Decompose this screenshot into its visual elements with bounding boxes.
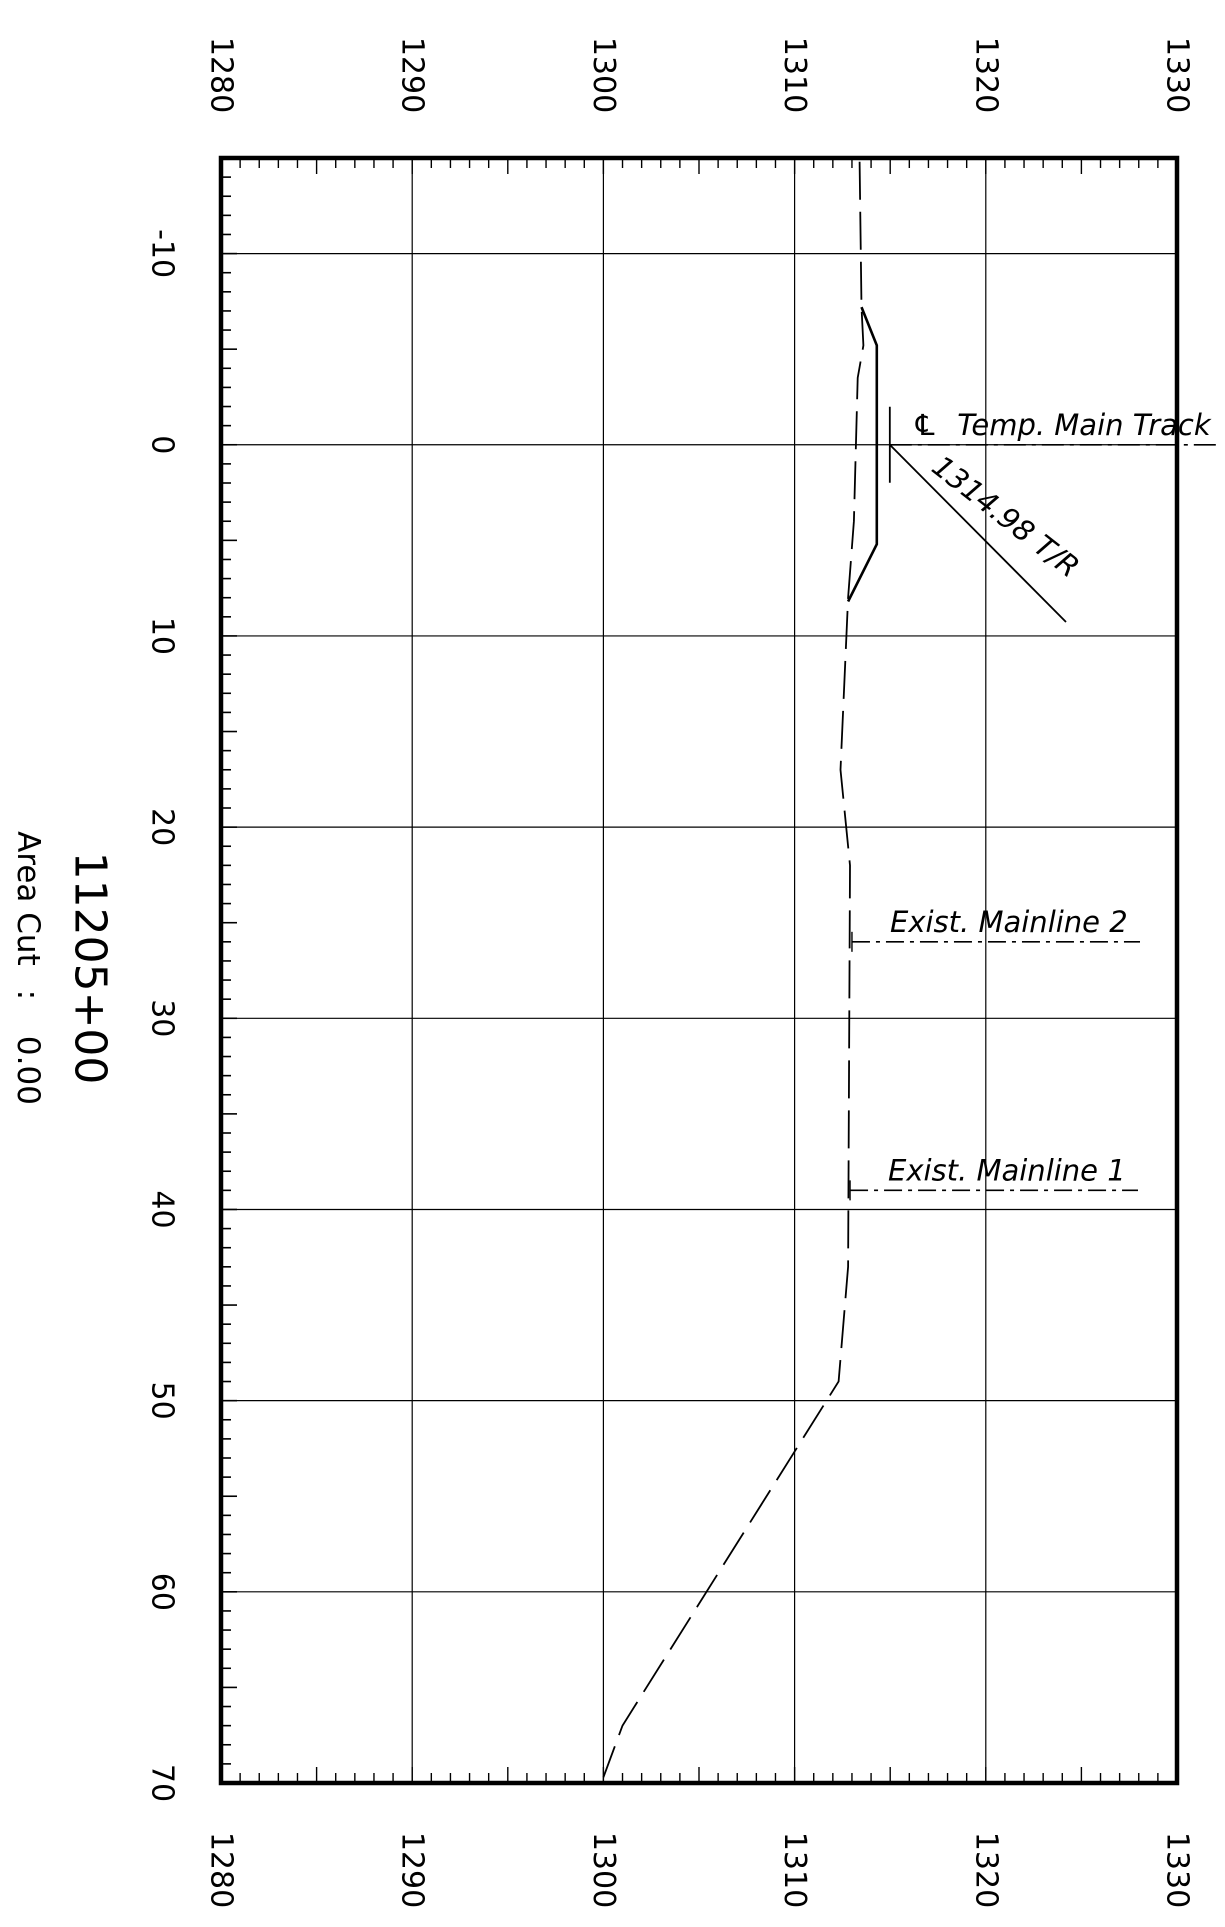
elevation-tick-label-top: 1310 [777, 37, 812, 113]
annotation-leaders [849, 406, 1217, 1201]
offset-tick-label: 20 [145, 808, 180, 846]
proposed-subgrade-line [846, 306, 879, 603]
elevation-tick-label-bottom: 1280 [204, 1832, 239, 1908]
offset-tick-label: 10 [145, 617, 180, 655]
elevation-tick-label-bottom: 1320 [968, 1832, 1003, 1908]
area-cut-label: Area Cut : 0.00 [10, 831, 46, 1105]
elevation-tick-label-bottom: 1310 [777, 1832, 812, 1908]
station-title: 11205+00 [65, 852, 116, 1085]
elevation-tick-label-top: 1280 [204, 37, 239, 113]
offset-tick-label: -10 [144, 229, 179, 278]
offset-tick-label: 70 [145, 1764, 180, 1802]
elevation-tick-label-top: 1290 [395, 37, 430, 113]
elevation-tick-label-top: 1320 [968, 37, 1003, 113]
centerline-symbol: ℄ [912, 408, 938, 442]
existing-ground-line [602, 161, 865, 1778]
grid [221, 158, 1177, 1783]
offset-tick-label: 50 [145, 1382, 180, 1420]
centerline-label: ℄ Temp. Main Track [912, 408, 1212, 442]
area-cut-sep: : [10, 990, 46, 1000]
offset-tick-label: 40 [145, 1190, 180, 1228]
mainline-1-label: Exist. Mainline 1 [888, 1153, 1126, 1187]
elevation-bottom-labels: 1280 1290 1300 1310 1320 1330 [204, 1832, 1195, 1908]
plot-frame [218, 155, 1180, 1786]
offset-tick-label: 30 [144, 999, 179, 1037]
offset-tick-label: 0 [145, 435, 180, 454]
centerline-text: Temp. Main Track [957, 408, 1212, 442]
elevation-tick-label-bottom: 1300 [586, 1832, 621, 1908]
top-of-rail-label: 1314.98 T/R [926, 449, 1086, 585]
offset-labels: -10 0 10 20 30 40 50 60 70 [144, 229, 179, 1802]
area-cut-text: Area Cut [10, 831, 46, 966]
offset-tick-label: 60 [145, 1573, 180, 1611]
elevation-tick-label-top: 1300 [586, 37, 621, 113]
minor-ticks [220, 157, 1178, 1784]
mainline-2-label: Exist. Mainline 2 [890, 905, 1128, 939]
elevation-top-labels: 1280 1290 1300 1310 1320 1330 [204, 37, 1195, 113]
elevation-tick-label-bottom: 1330 [1160, 1832, 1195, 1908]
area-cut-value: 0.00 [10, 1036, 46, 1105]
top-of-rail-leader [889, 444, 1067, 623]
elevation-tick-label-top: 1330 [1160, 37, 1195, 113]
elevation-tick-label-bottom: 1290 [395, 1832, 430, 1908]
series-layer [602, 161, 879, 1778]
